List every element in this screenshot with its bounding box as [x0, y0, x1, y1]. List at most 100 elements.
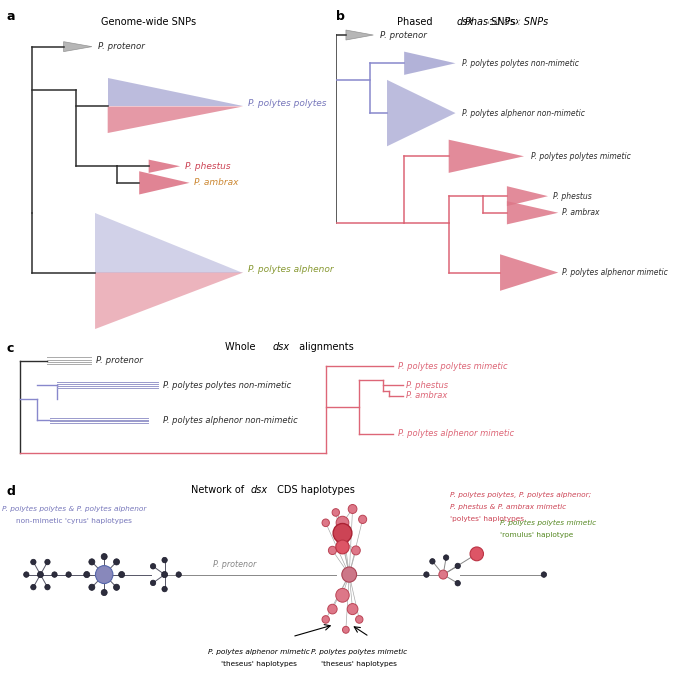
Circle shape [95, 565, 113, 584]
Circle shape [45, 559, 50, 565]
Polygon shape [449, 140, 524, 173]
Text: P. polytes polytes non-mimetic: P. polytes polytes non-mimetic [163, 380, 291, 390]
Text: d: d [7, 485, 16, 498]
Polygon shape [64, 41, 92, 52]
Polygon shape [95, 213, 243, 273]
Text: 'romulus' haplotype: 'romulus' haplotype [500, 532, 573, 538]
Text: P. polytes alphenor non-mimetic: P. polytes alphenor non-mimetic [462, 108, 586, 117]
Circle shape [322, 519, 329, 527]
Circle shape [356, 616, 363, 623]
Circle shape [31, 559, 36, 565]
Circle shape [470, 547, 484, 561]
Circle shape [89, 584, 95, 591]
Text: P. polytes alphenor: P. polytes alphenor [248, 264, 334, 274]
Polygon shape [507, 201, 558, 224]
Circle shape [351, 546, 360, 555]
Text: P. polytes alphenor mimetic: P. polytes alphenor mimetic [208, 649, 310, 655]
Circle shape [114, 584, 120, 591]
Text: a: a [7, 10, 15, 23]
Text: c: c [7, 342, 14, 355]
Circle shape [348, 504, 357, 513]
Text: P. polytes polytes mimetic: P. polytes polytes mimetic [311, 649, 408, 655]
Text: b: b [336, 10, 345, 23]
Circle shape [359, 515, 366, 523]
Text: P. protenor: P. protenor [96, 356, 142, 365]
Polygon shape [95, 273, 243, 329]
Circle shape [89, 559, 95, 565]
Circle shape [151, 563, 155, 569]
Text: P. protenor: P. protenor [214, 561, 257, 570]
Circle shape [429, 559, 435, 564]
Text: CDS haplotypes: CDS haplotypes [274, 485, 355, 495]
Text: dsx: dsx [273, 342, 290, 352]
Text: 'theseus' haplotypes: 'theseus' haplotypes [321, 661, 397, 667]
Circle shape [162, 572, 168, 578]
Circle shape [455, 563, 460, 569]
Text: dsx: dsx [250, 485, 267, 495]
Circle shape [66, 572, 71, 578]
Circle shape [336, 589, 349, 602]
Circle shape [52, 572, 57, 578]
Text: Phased dsx SNPs: Phased dsx SNPs [465, 17, 549, 26]
Circle shape [101, 589, 108, 596]
Circle shape [84, 572, 90, 578]
Text: P. polytes polytes, P. polytes alphenor;: P. polytes polytes, P. polytes alphenor; [450, 492, 591, 498]
Text: Network of: Network of [191, 485, 248, 495]
Circle shape [322, 616, 329, 623]
Circle shape [333, 523, 352, 543]
Circle shape [45, 584, 50, 590]
Circle shape [162, 586, 167, 592]
Text: P. polytes polytes mimetic: P. polytes polytes mimetic [531, 152, 631, 161]
Text: Phased: Phased [488, 17, 526, 26]
Circle shape [439, 570, 447, 579]
Text: Phased: Phased [397, 17, 436, 26]
Circle shape [424, 572, 429, 578]
Circle shape [347, 603, 358, 615]
Circle shape [332, 508, 340, 516]
Text: P. ambrax: P. ambrax [406, 391, 448, 401]
Text: Genome-wide SNPs: Genome-wide SNPs [101, 17, 196, 26]
Text: P. phestus: P. phestus [406, 380, 449, 390]
Text: P. polytes alphenor mimetic: P. polytes alphenor mimetic [562, 268, 668, 277]
Circle shape [151, 580, 155, 586]
Text: 'polytes' haplotypes: 'polytes' haplotypes [450, 517, 524, 522]
Circle shape [336, 516, 349, 530]
Text: P. polytes alphenor non-mimetic: P. polytes alphenor non-mimetic [163, 416, 298, 425]
Circle shape [455, 580, 460, 586]
Circle shape [162, 557, 167, 563]
Text: P. polytes polytes mimetic: P. polytes polytes mimetic [398, 361, 508, 371]
Text: Whole: Whole [225, 342, 259, 352]
Text: alignments: alignments [296, 342, 354, 352]
Polygon shape [507, 186, 548, 206]
Text: P. ambrax: P. ambrax [562, 208, 599, 217]
Circle shape [23, 572, 29, 578]
Circle shape [342, 626, 349, 633]
Text: P. polytes polytes mimetic: P. polytes polytes mimetic [500, 520, 597, 526]
Circle shape [328, 546, 336, 555]
Text: P. phestus: P. phestus [553, 192, 592, 201]
Polygon shape [108, 78, 243, 106]
Text: P. polytes polytes: P. polytes polytes [248, 98, 326, 108]
Text: P. polytes alphenor mimetic: P. polytes alphenor mimetic [398, 429, 514, 439]
Circle shape [337, 534, 348, 546]
Polygon shape [387, 80, 456, 146]
Polygon shape [139, 172, 190, 195]
Circle shape [443, 555, 449, 560]
Polygon shape [149, 159, 180, 173]
Text: 'theseus' haplotypes: 'theseus' haplotypes [221, 661, 297, 667]
Polygon shape [404, 52, 456, 75]
Circle shape [101, 553, 108, 560]
Text: non-mimetic 'cyrus' haplotypes: non-mimetic 'cyrus' haplotypes [16, 518, 132, 524]
Circle shape [342, 567, 357, 582]
Text: P. protenor: P. protenor [98, 42, 145, 51]
Text: P. ambrax: P. ambrax [195, 178, 239, 187]
Circle shape [114, 559, 120, 565]
Polygon shape [108, 106, 243, 133]
Circle shape [119, 572, 125, 578]
Circle shape [336, 540, 349, 554]
Circle shape [327, 604, 337, 614]
Text: dsx: dsx [456, 17, 473, 26]
Text: P. polytes polytes non-mimetic: P. polytes polytes non-mimetic [462, 59, 580, 68]
Polygon shape [346, 30, 373, 40]
Circle shape [38, 572, 43, 578]
